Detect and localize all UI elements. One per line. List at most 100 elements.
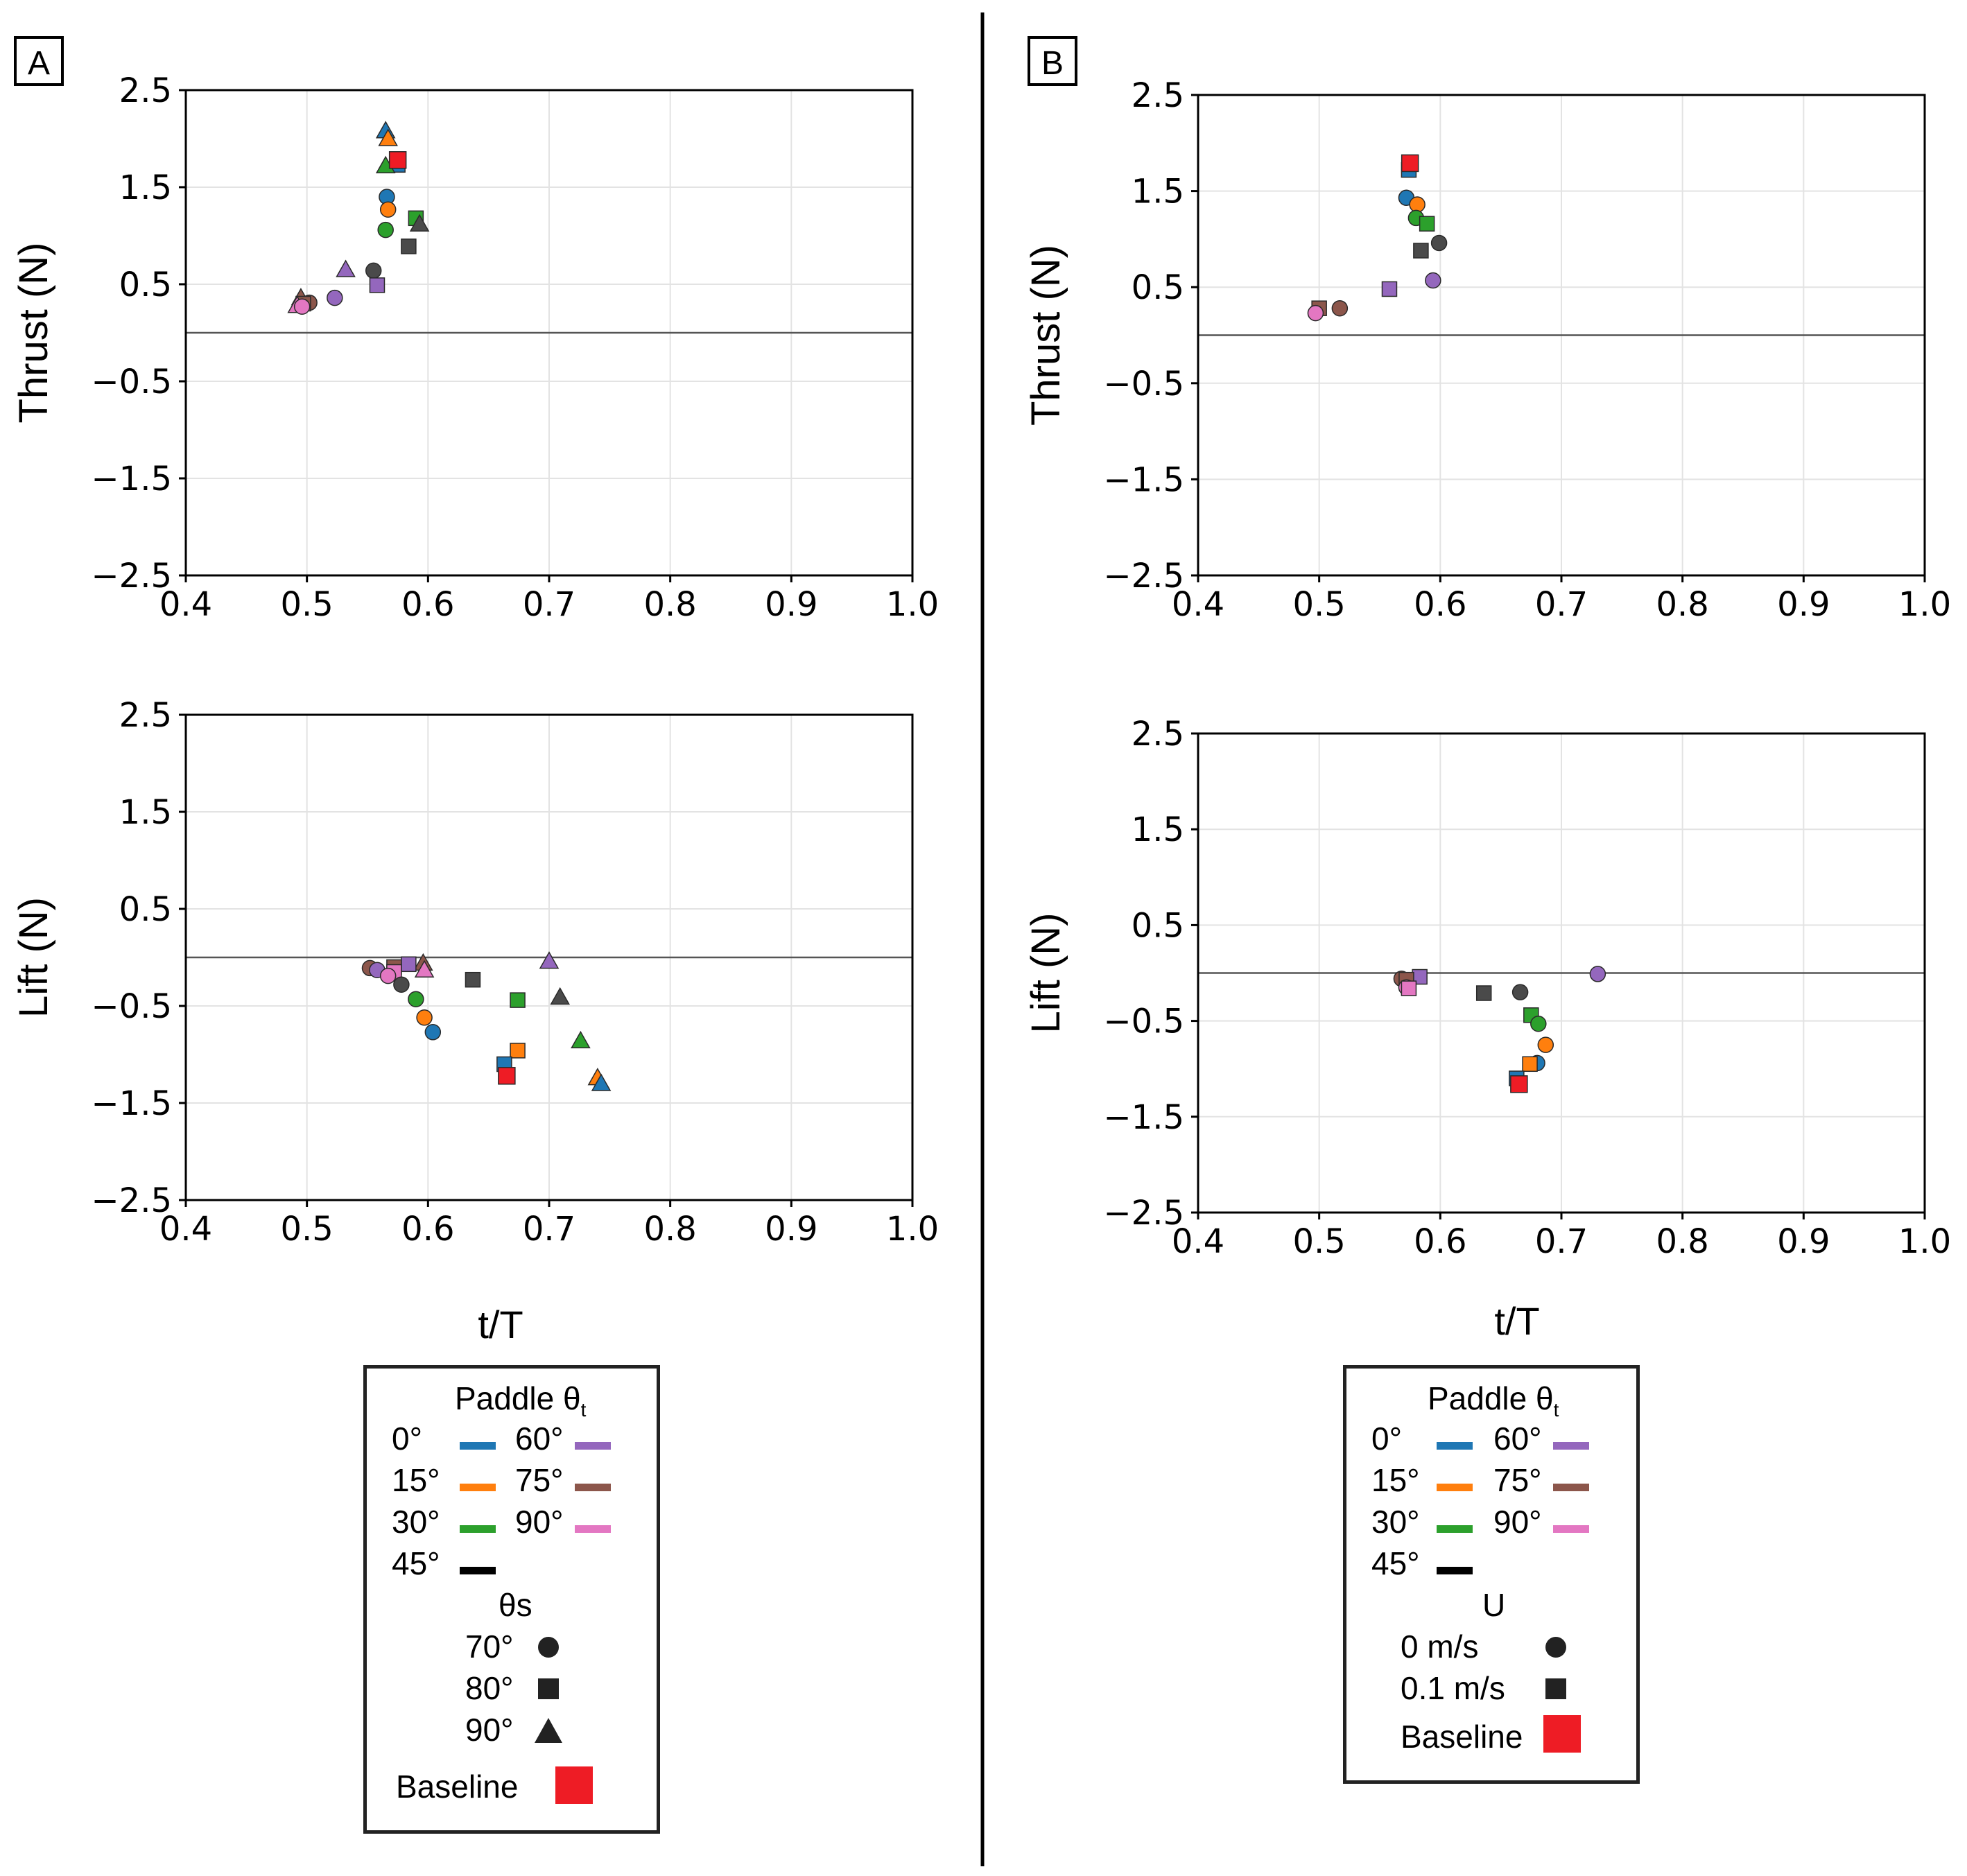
y-tick-label: 1.5 — [119, 793, 172, 832]
y-tick-label: 2.5 — [119, 696, 172, 735]
point-60deg-square — [401, 956, 417, 973]
point-30deg-circle — [1530, 1015, 1547, 1032]
point-15deg-circle — [1409, 196, 1426, 213]
y-tick-label: 0.5 — [1132, 268, 1184, 307]
legend-a-baseline-label: Baseline — [396, 1769, 519, 1805]
x-tick-label: 0.9 — [1777, 585, 1830, 624]
y-tick-label: −1.5 — [1103, 1098, 1184, 1137]
point-45deg-square — [1475, 985, 1492, 1001]
point-60deg-square — [1381, 281, 1398, 297]
x-tick-label: 0.5 — [280, 1210, 333, 1249]
x-tick-label: 0.8 — [1656, 585, 1708, 624]
y-tick-label: −2.5 — [91, 557, 172, 596]
point-60deg-square — [369, 277, 385, 293]
legend-b-paddle-1-swatch — [1437, 1484, 1473, 1491]
legend-b-paddle-4-label: 60° — [1493, 1421, 1542, 1457]
point-15deg-square — [510, 1043, 526, 1059]
legend-b-paddle-2-label: 30° — [1371, 1504, 1420, 1540]
point-45deg-triangle — [409, 214, 430, 232]
legend-a-paddle-2-label: 30° — [392, 1504, 440, 1540]
legend-a-paddle-5-swatch — [575, 1484, 611, 1491]
point-30deg-square — [1419, 216, 1435, 232]
y-tick-label: 1.5 — [1132, 810, 1184, 849]
point-45deg-triangle — [550, 987, 571, 1005]
y-tick-label: −2.5 — [1103, 557, 1184, 596]
baseline-point — [1510, 1075, 1528, 1093]
y-tick-label: 2.5 — [119, 71, 172, 110]
legend-a-paddle-4-swatch — [575, 1442, 611, 1450]
point-60deg-triangle — [539, 951, 560, 969]
point-15deg-square — [1522, 1056, 1538, 1072]
point-45deg-circle — [1511, 984, 1529, 1000]
point-0deg-triangle — [591, 1073, 612, 1091]
y-tick-label: −2.5 — [91, 1181, 172, 1220]
legend-b-paddle-4-swatch — [1553, 1442, 1589, 1450]
y-tick-label: −0.5 — [1103, 1002, 1184, 1041]
x-tick-label: 0.6 — [401, 585, 454, 624]
legend-b-paddle-5-swatch — [1553, 1484, 1589, 1491]
x-tick-label: 0.5 — [1292, 585, 1345, 624]
point-30deg-circle — [377, 221, 394, 238]
x-tick-label: 0.4 — [159, 585, 212, 624]
y-tick-label: −1.5 — [91, 460, 172, 498]
baseline-point — [498, 1067, 516, 1085]
point-30deg-triangle — [571, 1030, 591, 1049]
x-tick-label: 0.6 — [1414, 1222, 1466, 1261]
legend-a-paddle-2-swatch — [460, 1525, 496, 1533]
point-90deg-circle — [1307, 304, 1324, 322]
point-30deg-square — [510, 992, 526, 1008]
legend-b-paddle-0-label: 0° — [1371, 1421, 1402, 1457]
legend-b-shape-0-label: 0 m/s — [1401, 1629, 1479, 1665]
point-60deg-circle — [1425, 272, 1441, 289]
plot-frame — [184, 713, 914, 1201]
chart-lift-b: 0.4 0.5 0.6 0.7 0.8 0.9 1.0 2.5 1.5 0.5 −0.5 −1.5 −2… — [1023, 715, 1951, 1261]
legend-a-shape-1-label: 80° — [465, 1670, 514, 1706]
point-90deg-triangle — [414, 959, 435, 978]
legend-b-title: Paddle θt — [1428, 1380, 1559, 1421]
y-axis-label-lift-b: Lift (N) — [1023, 913, 1068, 1034]
legend-b: Paddle θt 0° 15° 30° 45° 60° 75° 90° U 0… — [1343, 1365, 1640, 1784]
panel-label-box-b — [1028, 36, 1077, 86]
point-60deg-triangle — [336, 259, 356, 277]
plot-frame — [184, 89, 914, 577]
panel-label-a: A — [28, 45, 50, 82]
point-15deg-circle — [1537, 1036, 1554, 1053]
panel-label-box-a — [14, 36, 64, 86]
legend-b-paddle-2-swatch — [1437, 1525, 1473, 1533]
legend-b-paddle-5-label: 75° — [1493, 1462, 1542, 1498]
y-tick-label: −1.5 — [91, 1084, 172, 1123]
y-tick-label: −2.5 — [1103, 1194, 1184, 1233]
x-tick-label: 0.6 — [1414, 585, 1466, 624]
y-tick-label: 0.5 — [119, 266, 172, 304]
legend-a: Paddle θt 0° 15° 30° 45° 60° 75° 90° θs … — [363, 1365, 660, 1834]
point-60deg-circle — [327, 289, 343, 306]
legend-b-paddle-3-label: 45° — [1371, 1545, 1420, 1581]
panel-label-b: B — [1041, 45, 1064, 82]
y-tick-label: −0.5 — [91, 363, 172, 401]
x-tick-label: 1.0 — [1898, 585, 1951, 624]
point-90deg-square — [1401, 980, 1417, 996]
y-tick-label: 2.5 — [1132, 76, 1184, 115]
x-tick-label: 0.4 — [159, 1210, 212, 1249]
x-tick-label: 0.8 — [1656, 1222, 1708, 1261]
legend-a-paddle-3-label: 45° — [392, 1545, 440, 1581]
legend-a-shape-title: θs — [499, 1587, 532, 1623]
legend-b-square-marker — [1545, 1678, 1566, 1699]
legend-a-paddle-5-label: 75° — [515, 1462, 564, 1498]
point-45deg-circle — [393, 976, 410, 993]
chart-thrust-a: 0.4 0.5 0.6 0.7 0.8 0.9 1.0 2.5 1.5 0.5 −0.5 −1.5 −2… — [11, 71, 939, 624]
point-60deg-circle — [1589, 966, 1606, 982]
x-tick-label: 0.7 — [523, 585, 575, 624]
legend-b-baseline-marker — [1543, 1715, 1581, 1753]
legend-a-paddle-6-label: 90° — [515, 1504, 564, 1540]
legend-b-circle-marker — [1545, 1637, 1566, 1658]
legend-a-triangle-marker — [535, 1718, 562, 1743]
chart-lift-a: 0.4 0.5 0.6 0.7 0.8 0.9 1.0 2.5 1.5 0.5 −0.5 −1.5 −2… — [11, 696, 939, 1249]
legend-b-shape-1-label: 0.1 m/s — [1401, 1670, 1505, 1706]
y-tick-label: −0.5 — [91, 987, 172, 1026]
legend-a-shape-2-label: 90° — [465, 1712, 514, 1748]
point-0deg-circle — [424, 1024, 442, 1041]
x-tick-label: 0.4 — [1172, 585, 1224, 624]
point-15deg-circle — [379, 201, 397, 218]
